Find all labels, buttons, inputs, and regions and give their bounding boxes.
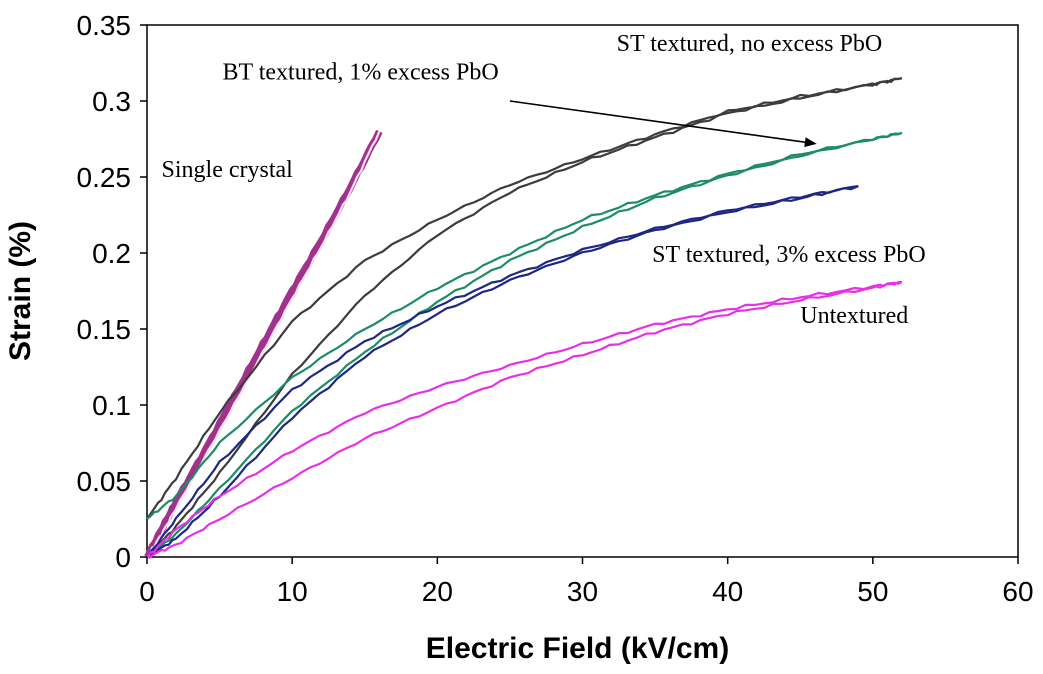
series-layer [144, 77, 903, 560]
x-tick-label: 0 [139, 576, 155, 607]
series-line-lower [146, 280, 902, 559]
y-tick-label: 0.35 [77, 10, 132, 41]
x-axis-title: Electric Field (kV/cm) [426, 632, 729, 665]
annotation-label: Untextured [800, 303, 908, 329]
series-line-upper [146, 77, 903, 520]
x-tick-label: 20 [422, 576, 453, 607]
series-untextured [146, 280, 903, 559]
series-line-upper [146, 280, 903, 558]
series-bt-textured-1-excess-pbo [146, 131, 903, 558]
y-tick-label: 0.25 [77, 162, 132, 193]
y-tick-label: 0.15 [77, 314, 132, 345]
x-tick-label: 60 [1002, 576, 1033, 607]
annotation-label: Single crystal [162, 157, 294, 183]
y-tick-label: 0.3 [92, 86, 131, 117]
series-st-textured-no-excess-pbo [146, 77, 903, 558]
y-tick-label: 0 [115, 542, 131, 573]
tick-layer: 0 10 20 30 40 50 60 0 0.05 0.1 0.15 0.2 0.25 0.3 0.35 [77, 10, 1034, 607]
x-tick-label: 30 [567, 576, 598, 607]
annotation-label: ST textured, 3% excess PbO [652, 242, 926, 268]
plot-frame [146, 24, 1019, 558]
y-tick-label: 0.05 [77, 466, 132, 497]
x-tick-label: 10 [277, 576, 308, 607]
x-tick-label: 50 [857, 576, 888, 607]
series-line-upper [146, 131, 903, 520]
plot-area-border [146, 24, 1019, 558]
series-line-lower [146, 131, 903, 558]
series-line-outer [144, 129, 383, 560]
y-tick-label: 0.1 [92, 390, 131, 421]
annotation-arrow [509, 100, 817, 148]
series-line-lower [146, 77, 903, 558]
y-tick-label: 0.2 [92, 238, 131, 269]
x-tick-label: 40 [712, 576, 743, 607]
annotation-layer: ST textured, no excess PbO BT textured, 1… [162, 31, 926, 329]
annotation-label: ST textured, no excess PbO [617, 31, 883, 57]
annotation-label: BT textured, 1% excess PbO [222, 60, 498, 86]
y-axis-title: Strain (%) [4, 221, 37, 361]
